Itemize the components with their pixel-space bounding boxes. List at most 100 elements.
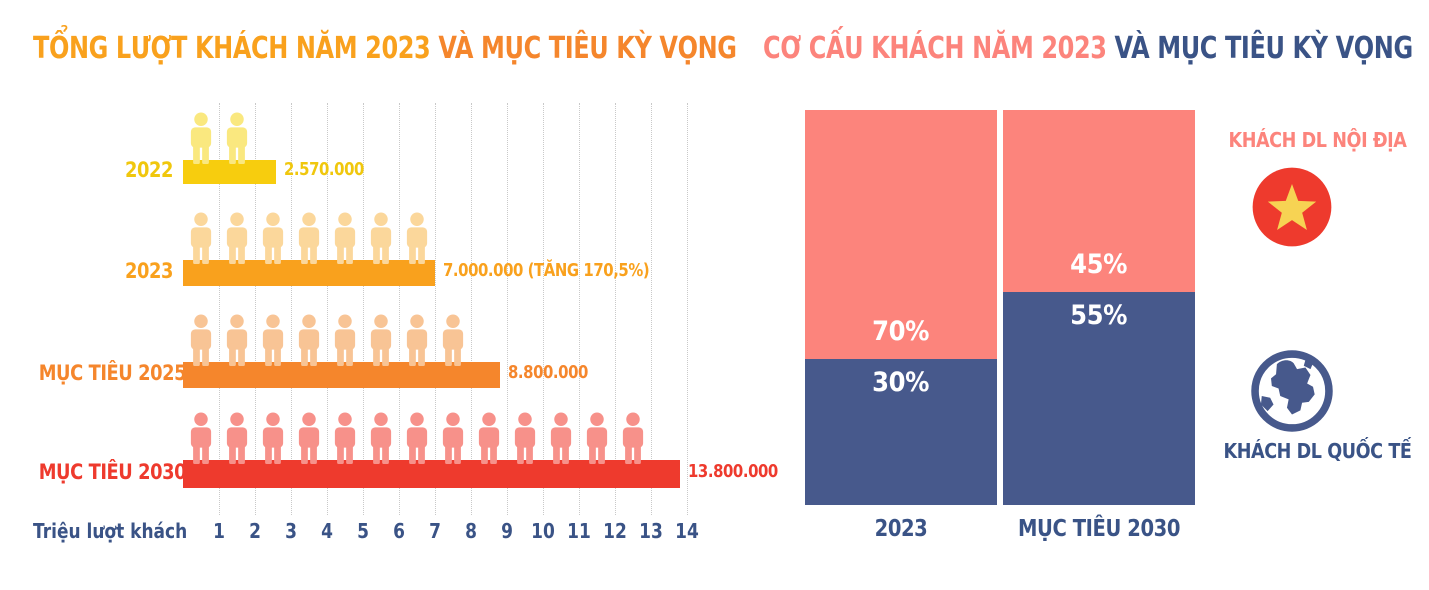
gridline: [435, 103, 436, 515]
person-icon-slot: [294, 412, 324, 464]
person-icon-slot: [438, 412, 468, 464]
axis-tick: 2: [249, 519, 261, 543]
gridline: [399, 103, 400, 515]
person-icon-slot: [186, 112, 216, 164]
person-icon-slot: [366, 212, 396, 264]
right-chart-title: CƠ CẤU KHÁCH NĂM 2023 VÀ MỤC TIÊU KỲ VỌN…: [763, 31, 1414, 67]
gridline: [543, 103, 544, 515]
person-icon-slot: [222, 212, 252, 264]
person-icon: [370, 212, 392, 264]
person-icon-slot: [330, 314, 360, 366]
person-icon: [226, 412, 248, 464]
right-title-accent: CƠ CẤU KHÁCH NĂM 2023: [763, 31, 1107, 66]
bar-segment: 30%: [805, 358, 997, 505]
x-axis-title: Triệu lượt khách: [33, 519, 188, 543]
bar-segment: 55%: [1003, 291, 1195, 505]
person-icon-slot: [402, 412, 432, 464]
person-icon: [550, 412, 572, 464]
person-icon-slot: [186, 412, 216, 464]
person-icon-slot: [258, 412, 288, 464]
person-icon-slot: [222, 314, 252, 366]
right-title-rest: VÀ MỤC TIÊU KỲ VỌNG: [1106, 31, 1414, 66]
gridline: [687, 103, 688, 515]
bar-segment: 45%: [1003, 110, 1195, 292]
gridline: [327, 103, 328, 515]
person-icon: [442, 412, 464, 464]
bar-segment: 70%: [805, 110, 997, 359]
gridline: [291, 103, 292, 515]
person-icon: [334, 412, 356, 464]
stacked-bar: 70% 30%: [805, 110, 997, 505]
person-icon-slot: [366, 314, 396, 366]
person-icon-slot: [438, 314, 468, 366]
person-icon-slot: [402, 212, 432, 264]
person-icon: [406, 314, 428, 366]
left-title-rest: VÀ MỤC TIÊU KỲ VỌNG: [430, 31, 737, 66]
person-icon: [226, 314, 248, 366]
axis-tick: 7: [429, 519, 441, 543]
person-icon: [262, 212, 284, 264]
person-icon: [334, 314, 356, 366]
stacked-bars-area: 70% 30% 45% 55%: [805, 110, 1195, 505]
axis-tick: 1: [213, 519, 225, 543]
person-icon-slot: [474, 412, 504, 464]
row-bar: [183, 362, 500, 388]
axis-tick: 3: [285, 519, 297, 543]
row-label: 2022: [125, 158, 173, 182]
vietnam-flag-icon: [1251, 166, 1333, 248]
person-icon: [190, 212, 212, 264]
person-icon: [334, 212, 356, 264]
globe-icon: [1250, 349, 1334, 433]
stacked-bars-x-labels: 2023 MỤC TIÊU 2030: [805, 516, 1195, 546]
person-icon-slot: [402, 314, 432, 366]
axis-tick: 4: [321, 519, 333, 543]
person-icon-slot: [618, 412, 648, 464]
visitor-structure-chart: CƠ CẤU KHÁCH NĂM 2023 VÀ MỤC TIÊU KỲ VỌN…: [763, 0, 1429, 590]
gridline: [255, 103, 256, 515]
person-icon-slot: [546, 412, 576, 464]
person-icon: [406, 212, 428, 264]
person-icon-slot: [510, 412, 540, 464]
person-icon: [298, 212, 320, 264]
bar-x-label: MỤC TIÊU 2030: [1017, 516, 1181, 542]
row-label: MỤC TIÊU 2030: [38, 460, 187, 484]
person-icon: [370, 314, 392, 366]
person-icon: [262, 314, 284, 366]
total-visitors-chart: TỔNG LƯỢT KHÁCH NĂM 2023 VÀ MỤC TIÊU KỲ …: [33, 31, 778, 543]
axis-tick: 8: [465, 519, 477, 543]
percent-label: 55%: [1070, 299, 1128, 331]
person-icon-slot: [330, 412, 360, 464]
row-label: 2023: [125, 259, 173, 283]
axis-tick: 14: [675, 519, 699, 543]
person-icon: [622, 412, 644, 464]
gridline: [615, 103, 616, 515]
left-plot-area: 2.570.000 7.000.000 (TĂNG 170,5%) 8.800.00…: [183, 100, 778, 515]
person-icon: [190, 314, 212, 366]
bar-x-label: 2023: [874, 516, 928, 542]
legend: KHÁCH DL NỘI ĐỊA KHÁCH DL QUỐC TẾ: [1205, 118, 1429, 518]
stacked-bar: 45% 55%: [1003, 110, 1195, 505]
axis-tick: 5: [357, 519, 369, 543]
person-icon-slot: [186, 314, 216, 366]
row-bar: [183, 260, 435, 286]
value-label: 2.570.000: [283, 160, 364, 180]
person-icon: [298, 314, 320, 366]
value-label: 8.800.000: [507, 363, 588, 383]
person-icon: [226, 112, 248, 164]
person-icon: [190, 412, 212, 464]
axis-tick: 12: [603, 519, 627, 543]
gridline: [507, 103, 508, 515]
person-icon: [586, 412, 608, 464]
person-icon-slot: [294, 314, 324, 366]
person-icon-slot: [366, 412, 396, 464]
person-icon-slot: [222, 412, 252, 464]
person-icon-slot: [222, 112, 252, 164]
row-bar: [183, 160, 276, 184]
left-chart-title: TỔNG LƯỢT KHÁCH NĂM 2023 VÀ MỤC TIÊU KỲ …: [33, 31, 737, 67]
axis-tick: 6: [393, 519, 405, 543]
person-icon: [514, 412, 536, 464]
person-icon-slot: [258, 314, 288, 366]
percent-label: 70%: [872, 315, 930, 347]
axis-tick: 11: [567, 519, 591, 543]
